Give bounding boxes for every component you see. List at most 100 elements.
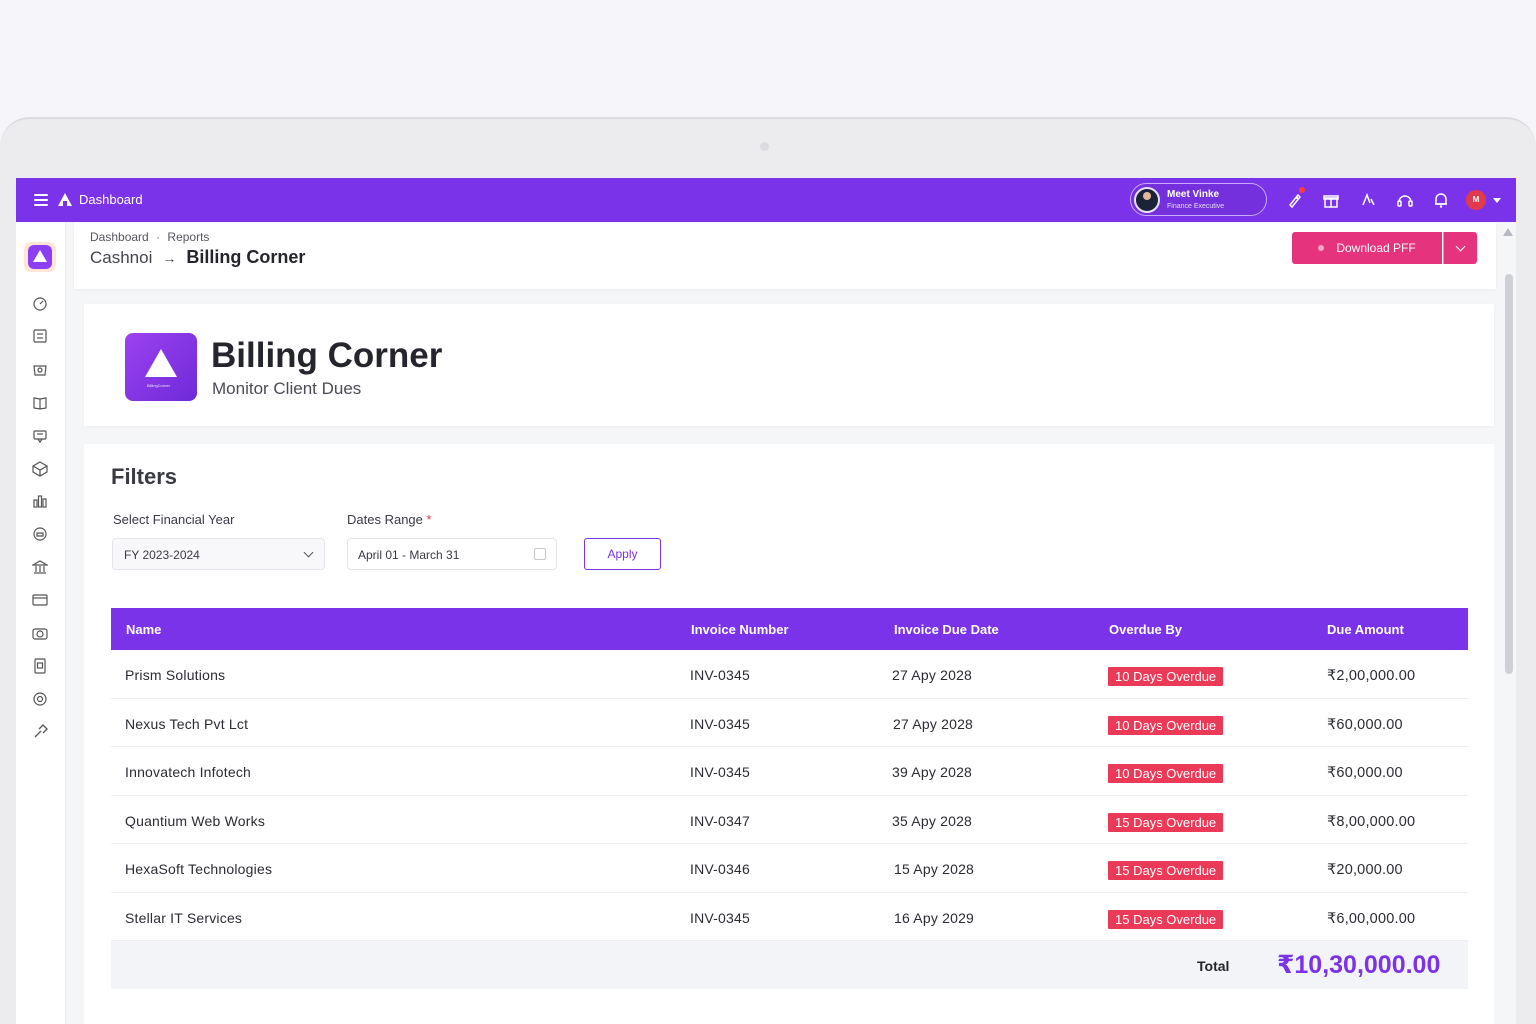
translate-icon[interactable] bbox=[1359, 191, 1377, 209]
cell-invoice: INV-0345 bbox=[690, 764, 750, 780]
billing-corner-logo: BillingCorner bbox=[125, 333, 197, 401]
overdue-badge: 10 Days Overdue bbox=[1108, 667, 1224, 686]
ticket-icon[interactable] bbox=[32, 428, 48, 444]
apply-button[interactable]: Apply bbox=[584, 538, 661, 570]
dashboard-icon[interactable] bbox=[32, 295, 48, 311]
dashboard-link[interactable]: Dashboard bbox=[79, 192, 143, 207]
cell-name: Stellar IT Services bbox=[125, 909, 243, 926]
support-icon[interactable] bbox=[32, 526, 48, 542]
camera-dot bbox=[760, 142, 769, 151]
bell-icon[interactable] bbox=[1432, 191, 1450, 209]
book-icon[interactable] bbox=[32, 395, 48, 411]
cell-invoice: INV-0345 bbox=[690, 909, 750, 926]
breadcrumb-separator: · bbox=[156, 230, 161, 244]
user-profile-pill[interactable]: Meet Vinke Finance Executive bbox=[1130, 183, 1267, 216]
header-due-amount[interactable]: Due Amount bbox=[1327, 622, 1404, 637]
settings-icon[interactable] bbox=[32, 691, 48, 707]
header-invoice-number[interactable]: Invoice Number bbox=[691, 622, 789, 637]
bank-icon[interactable] bbox=[32, 559, 48, 575]
date-range-label: Dates Range * bbox=[347, 512, 432, 527]
rocket-icon[interactable] bbox=[1286, 191, 1304, 209]
link-icon[interactable] bbox=[32, 724, 48, 740]
table-row[interactable]: Innovatech Infotech INV-0345 39 Apy 2028… bbox=[111, 747, 1468, 796]
page-subtitle: Monitor Client Dues bbox=[212, 379, 362, 398]
calendar-icon[interactable] bbox=[534, 548, 546, 560]
user-name: Meet Vinke bbox=[1167, 189, 1220, 200]
header-overdue-by[interactable]: Overdue By bbox=[1109, 622, 1182, 637]
required-marker: * bbox=[426, 512, 432, 527]
cell-amount: ₹60,000.00 bbox=[1327, 716, 1403, 733]
download-pdf-button[interactable]: Download PFF bbox=[1292, 232, 1442, 264]
dues-table: Name Invoice Number Invoice Due Date Ove… bbox=[111, 608, 1468, 989]
financial-year-select[interactable]: FY 2023-2024 bbox=[112, 538, 325, 570]
cell-invoice: INV-0345 bbox=[690, 715, 750, 732]
download-options-dropdown[interactable] bbox=[1443, 232, 1477, 264]
scrollbar-thumb[interactable] bbox=[1505, 274, 1513, 674]
table-row[interactable]: Prism Solutions INV-0345 27 Apy 2028 10 … bbox=[111, 650, 1468, 699]
header-card: Dashboard · Reports Cashnoi → Billing Corn… bbox=[74, 222, 1496, 289]
breadcrumb-reports[interactable]: Reports bbox=[167, 230, 210, 244]
chevron-down-icon bbox=[303, 547, 314, 558]
date-range-input[interactable]: April 01 - March 31 bbox=[347, 538, 557, 570]
filters-title: Filters bbox=[111, 464, 178, 489]
download-pdf-label: Download PFF bbox=[1336, 241, 1416, 255]
chart-icon[interactable] bbox=[32, 493, 48, 509]
cell-due-date: 27 Apy 2028 bbox=[893, 715, 974, 732]
sidebar bbox=[16, 222, 66, 1024]
arrow-right-icon: → bbox=[162, 250, 177, 266]
overdue-badge: 15 Days Overdue bbox=[1108, 861, 1224, 880]
breadcrumb-current: Billing Corner bbox=[186, 247, 306, 267]
financial-year-label: Select Financial Year bbox=[113, 512, 235, 527]
total-amount: ₹10,30,000.00 bbox=[1277, 951, 1441, 979]
breadcrumb-parent[interactable]: Cashnoi bbox=[90, 248, 153, 267]
hamburger-menu-icon[interactable] bbox=[34, 194, 48, 206]
breadcrumb: Dashboard · Reports bbox=[90, 230, 213, 244]
table-row[interactable]: Quantium Web Works INV-0347 35 Apy 2028 … bbox=[111, 796, 1468, 844]
report-icon[interactable] bbox=[32, 658, 48, 674]
breadcrumb-main: Cashnoi → Billing Corner bbox=[90, 247, 305, 268]
page-title: Billing Corner bbox=[211, 336, 443, 375]
overdue-badge: 10 Days Overdue bbox=[1108, 715, 1224, 735]
cell-due-date: 39 Apy 2028 bbox=[892, 764, 973, 780]
total-label: Total bbox=[1197, 958, 1230, 974]
home-icon[interactable] bbox=[56, 190, 74, 208]
cell-name: Prism Solutions bbox=[125, 667, 226, 683]
user-avatar bbox=[1134, 187, 1160, 213]
scroll-up-arrow-icon[interactable] bbox=[1503, 228, 1513, 236]
download-icon bbox=[1318, 245, 1325, 251]
table-row[interactable]: HexaSoft Technologies INV-0346 15 Apy 20… bbox=[111, 844, 1468, 893]
card-icon[interactable] bbox=[32, 592, 48, 608]
cell-name: Nexus Tech Pvt Lct bbox=[125, 715, 249, 732]
header-invoice-due-date[interactable]: Invoice Due Date bbox=[894, 622, 999, 637]
filters-card: Filters Select Financial Year Dates Rang… bbox=[84, 444, 1494, 1024]
camera-icon[interactable] bbox=[32, 625, 48, 641]
gift-icon[interactable] bbox=[1322, 191, 1340, 209]
cell-invoice: INV-0346 bbox=[690, 861, 750, 877]
table-row[interactable]: Nexus Tech Pvt Lct INV-0345 27 Apy 2028 … bbox=[111, 699, 1468, 747]
financial-year-value: FY 2023-2024 bbox=[124, 548, 200, 562]
breadcrumb-dashboard[interactable]: Dashboard bbox=[90, 230, 149, 244]
date-range-label-text: Dates Range bbox=[347, 512, 423, 527]
total-row: Total ₹10,30,000.00 bbox=[111, 941, 1468, 989]
cell-name: Innovatech Infotech bbox=[125, 764, 251, 780]
cell-due-date: 35 Apy 2028 bbox=[892, 812, 973, 829]
date-range-value: April 01 - March 31 bbox=[358, 548, 460, 562]
cell-name: HexaSoft Technologies bbox=[125, 861, 273, 877]
table-header: Name Invoice Number Invoice Due Date Ove… bbox=[111, 608, 1468, 650]
user-role: Finance Executive bbox=[1167, 203, 1225, 210]
cell-amount: ₹6,00,000.00 bbox=[1327, 910, 1416, 927]
cell-invoice: INV-0345 bbox=[690, 667, 750, 683]
logo-caption: BillingCorner bbox=[147, 383, 170, 388]
headset-icon[interactable] bbox=[1396, 191, 1414, 209]
invoice-icon[interactable] bbox=[32, 328, 48, 344]
account-caret-icon[interactable] bbox=[1493, 198, 1501, 203]
cell-name: Quantium Web Works bbox=[125, 812, 266, 829]
cell-due-date: 15 Apy 2028 bbox=[894, 861, 975, 877]
header-name[interactable]: Name bbox=[126, 622, 162, 637]
sidebar-logo[interactable] bbox=[24, 242, 56, 272]
cell-amount: ₹2,00,000.00 bbox=[1327, 668, 1416, 684]
table-row[interactable]: Stellar IT Services INV-0345 16 Apy 2029… bbox=[111, 893, 1468, 941]
account-avatar[interactable]: M bbox=[1466, 190, 1486, 210]
box-icon[interactable] bbox=[32, 461, 48, 477]
wallet-icon[interactable] bbox=[32, 362, 48, 378]
